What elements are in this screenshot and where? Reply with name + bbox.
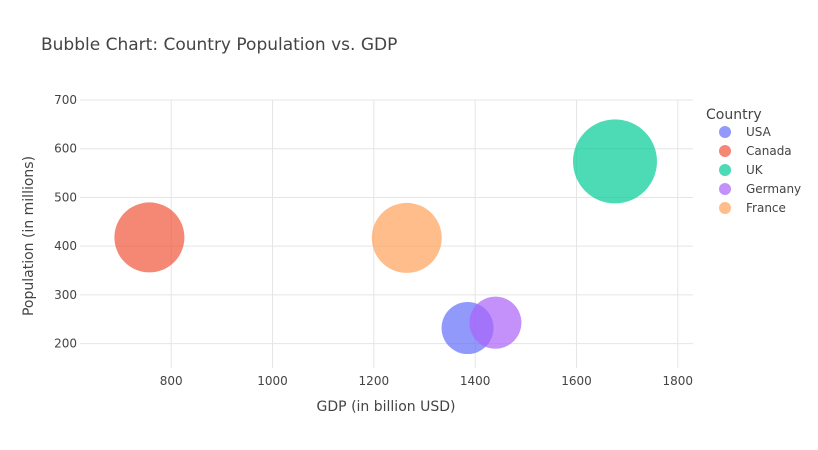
legend-item-france[interactable]: France <box>719 201 786 215</box>
x-axis-title: GDP (in billion USD) <box>317 399 456 415</box>
x-tick-label: 800 <box>160 374 183 388</box>
legend-label: France <box>746 201 786 215</box>
y-tick-label: 500 <box>54 190 77 204</box>
x-tick-label: 1400 <box>460 374 491 388</box>
y-tick-label: 700 <box>54 93 77 107</box>
legend-item-canada[interactable]: Canada <box>719 144 792 158</box>
x-tick-label: 1800 <box>663 374 694 388</box>
y-tick-label: 600 <box>54 142 77 156</box>
chart-title: Bubble Chart: Country Population vs. GDP <box>41 35 397 55</box>
x-tick-label: 1600 <box>561 374 592 388</box>
x-tick-label: 1000 <box>257 374 288 388</box>
legend-label: Germany <box>746 182 801 196</box>
y-tick-label: 400 <box>54 239 77 253</box>
legend: Country USA Canada UK Germany France <box>706 107 801 215</box>
x-tick-label: 1200 <box>359 374 390 388</box>
legend-label: USA <box>746 125 772 139</box>
bubble-france[interactable] <box>371 202 442 273</box>
legend-label: Canada <box>746 144 792 158</box>
legend-label: UK <box>746 163 764 177</box>
legend-item-germany[interactable]: Germany <box>719 182 801 196</box>
bubble-canada[interactable] <box>114 202 185 273</box>
y-axis-title: Population (in millions) <box>21 156 37 316</box>
legend-marker <box>719 145 731 157</box>
bubble-uk[interactable] <box>572 119 657 204</box>
y-tick-label: 200 <box>54 337 77 351</box>
bubble-layer <box>114 119 657 355</box>
legend-item-uk[interactable]: UK <box>719 163 764 177</box>
legend-marker <box>719 164 731 176</box>
legend-marker <box>719 183 731 195</box>
legend-item-usa[interactable]: USA <box>719 125 772 139</box>
legend-title: Country <box>706 107 762 123</box>
legend-marker <box>719 126 731 138</box>
y-tick-label: 300 <box>54 288 77 302</box>
bubble-germany[interactable] <box>469 296 522 349</box>
legend-marker <box>719 202 731 214</box>
tick-labels: 800 1000 1200 1400 1600 1800 200 300 400 500 600 70… <box>54 93 693 388</box>
